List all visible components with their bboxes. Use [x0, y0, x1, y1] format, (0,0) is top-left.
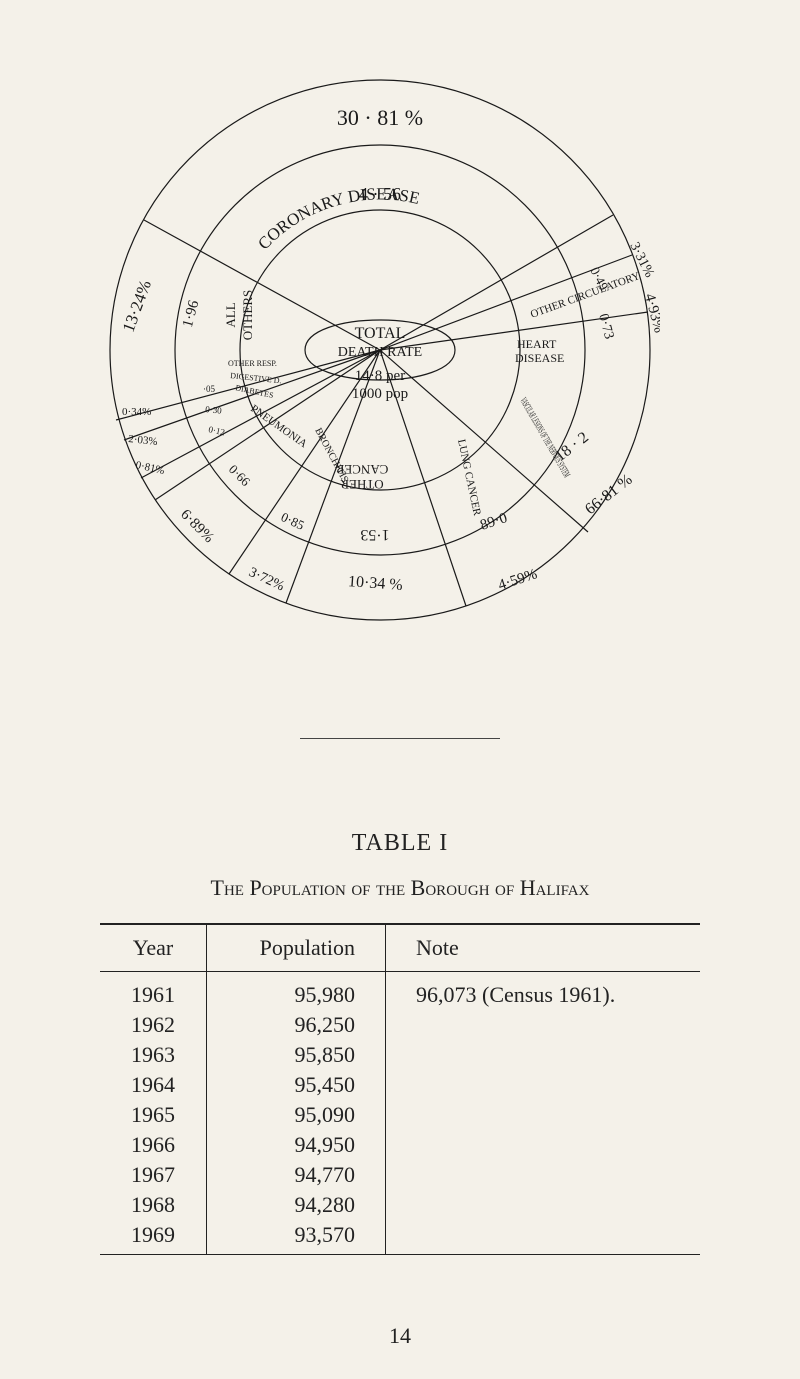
table-row: 1967 94,770	[100, 1160, 700, 1190]
table-bottom-rule	[100, 1254, 700, 1255]
seg-allothers-inner: 1·96	[180, 298, 203, 329]
page-number: 14	[0, 1323, 800, 1349]
seg-othercirc-label: OTHER CIRCULATORY	[529, 270, 642, 321]
death-rate-pie-chart: TOTAL DEATH RATE 14·8 per 1000 pop CORON…	[100, 70, 660, 630]
chart-center-line3: 14·8 per	[355, 368, 405, 384]
seg-diabetes-label: DIABETES	[235, 383, 275, 400]
seg-diabetes-inner: 0·12	[208, 424, 226, 437]
seg-othercancer-inner: 1·53	[360, 526, 389, 543]
col-note-header: Note	[386, 924, 701, 972]
table-row: 1968 94,280	[100, 1190, 700, 1220]
seg-allothers-outer: 13·24%	[119, 278, 155, 335]
seg-bronchitis-inner: 0·85	[279, 509, 307, 533]
chart-center-line4: 1000 pop	[352, 386, 408, 402]
seg-lung-label: LUNG CANCER	[455, 438, 483, 517]
seg-otherresp-label: OTHER RESP.	[228, 359, 277, 368]
chart-center-line2: DEATH RATE	[338, 345, 422, 360]
seg-heart-outer: 4·93%	[641, 292, 660, 335]
seg-coronary-inner: 4 · 56	[359, 184, 401, 204]
seg-bronchitis-outer: 3·72%	[246, 565, 286, 595]
seg-heart-label-2: DISEASE	[515, 351, 564, 365]
col-population-header: Population	[207, 924, 386, 972]
separator-rule	[300, 738, 500, 739]
seg-allothers-label-2: OTHERS	[240, 290, 255, 341]
table-header-row: Year Population Note	[100, 924, 700, 972]
table-row: 1964 95,450	[100, 1070, 700, 1100]
table-row: 1961 95,980 96,073 (Census 1961).	[100, 972, 700, 1011]
table-row: 1965 95,090	[100, 1100, 700, 1130]
seg-digestive-outer: 2·03%	[128, 433, 158, 448]
seg-vascular-label: VASCULAR LESIONS OF THE NERVOUS SYSTEM	[517, 396, 572, 479]
page: TOTAL DEATH RATE 14·8 per 1000 pop CORON…	[0, 0, 800, 1379]
table-row: 1963 95,850	[100, 1040, 700, 1070]
population-table: Year Population Note 1961 95,980 96,073 …	[100, 923, 700, 1254]
seg-vascular-outer: 66·81 %	[582, 471, 636, 518]
chart-center-line1: TOTAL	[355, 325, 406, 342]
table-row: 1962 96,250	[100, 1010, 700, 1040]
seg-lung-outer: 4·59%	[496, 566, 539, 594]
table-label: TABLE I	[100, 830, 700, 857]
col-year-header: Year	[100, 924, 207, 972]
table-title: The Population of the Borough of Halifax	[100, 875, 700, 901]
seg-pneumonia-outer: 6·89%	[177, 507, 217, 547]
seg-otherresp-inner: ·05	[203, 384, 215, 394]
seg-otherresp-outer: 0·34%	[122, 406, 151, 418]
seg-pneumonia-label: PNEUMONIA	[248, 403, 309, 451]
seg-coronary-outer: 30 · 81 %	[337, 105, 423, 130]
seg-heart-label-1: HEART	[517, 337, 557, 351]
seg-allothers-label-1: ALL	[223, 302, 238, 327]
population-table-block: TABLE I The Population of the Borough of…	[100, 830, 700, 1255]
table-row: 1969 93,570	[100, 1220, 700, 1254]
seg-diabetes-outer: 0·81%	[134, 459, 165, 477]
seg-pneumonia-inner: 0·66	[226, 462, 254, 490]
seg-vascular-inner: 18 · 2	[552, 429, 592, 465]
table-row: 1966 94,950	[100, 1130, 700, 1160]
seg-othercancer-outer: 10·34 %	[347, 573, 403, 594]
seg-digestive-inner: 0·30	[205, 404, 223, 416]
